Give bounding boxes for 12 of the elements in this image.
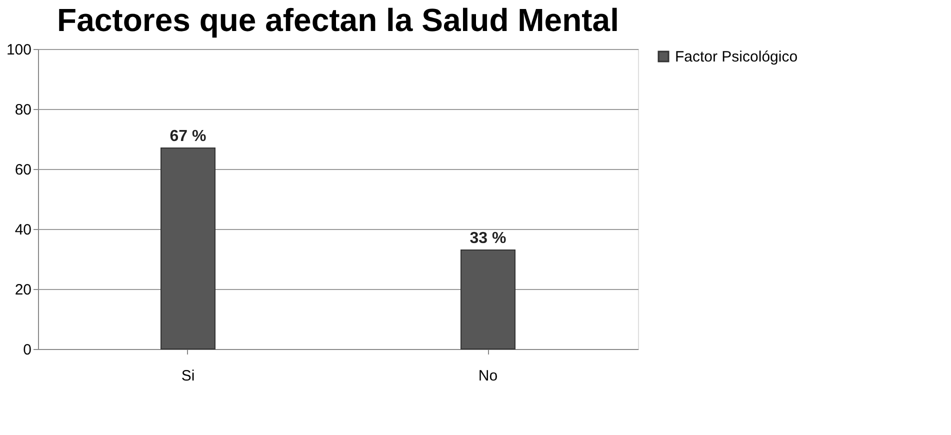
y-tick-label: 100 xyxy=(6,42,32,58)
y-tick-label: 0 xyxy=(23,342,32,358)
y-tick-label: 60 xyxy=(14,162,32,178)
chart-title: Factores que afectan la Salud Mental xyxy=(57,2,619,38)
data-label: 67 % xyxy=(170,128,206,145)
data-label: 33 % xyxy=(470,230,506,247)
x-tick-label: No xyxy=(478,368,498,384)
y-tick-label: 40 xyxy=(14,222,32,238)
y-tick-label: 20 xyxy=(14,282,32,298)
y-tick-label: 80 xyxy=(14,102,32,118)
x-tick-label: Si xyxy=(181,368,195,384)
legend-label: Factor Psicológico xyxy=(675,48,798,66)
